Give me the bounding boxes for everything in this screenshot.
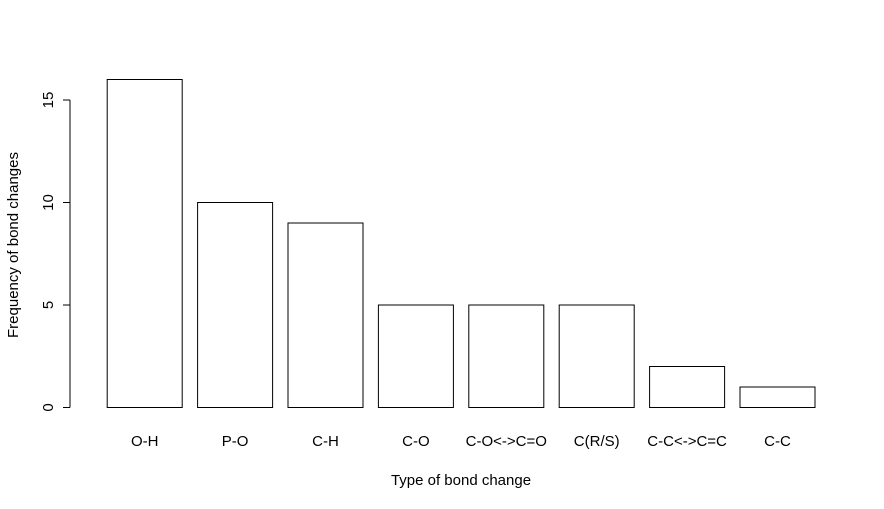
y-tick-label: 0 — [40, 403, 57, 411]
bar-7 — [649, 366, 726, 408]
x-category-label: C(R/S) — [574, 433, 620, 450]
y-tick-label: 5 — [40, 301, 57, 309]
x-axis-category-labels: O-H P-O C-H C-O C-O<->C=O C(R/S) C-C<->C=C C-C — [131, 433, 791, 450]
y-axis-title: Frequency of bond changes — [5, 152, 22, 338]
bar-2 — [197, 202, 274, 408]
y-axis: 0 5 10 15 — [40, 92, 71, 412]
bar-5 — [468, 304, 545, 408]
bar-8 — [739, 386, 816, 408]
bar-3 — [287, 222, 364, 408]
bar-1 — [106, 79, 183, 408]
x-category-label: C-O<->C=O — [466, 433, 547, 450]
x-category-label: C-O — [402, 433, 430, 450]
x-category-label: C-H — [312, 433, 339, 450]
x-category-label: C-C — [764, 433, 791, 450]
y-tick-label: 10 — [40, 194, 57, 211]
x-category-label: O-H — [131, 433, 159, 450]
x-axis-title: Type of bond change — [391, 472, 531, 489]
x-category-label: C-C<->C=C — [647, 433, 727, 450]
bar-6 — [558, 304, 635, 408]
bars — [106, 79, 816, 408]
y-tick-label: 15 — [40, 92, 57, 109]
bar-4 — [377, 304, 454, 408]
x-category-label: P-O — [222, 433, 249, 450]
